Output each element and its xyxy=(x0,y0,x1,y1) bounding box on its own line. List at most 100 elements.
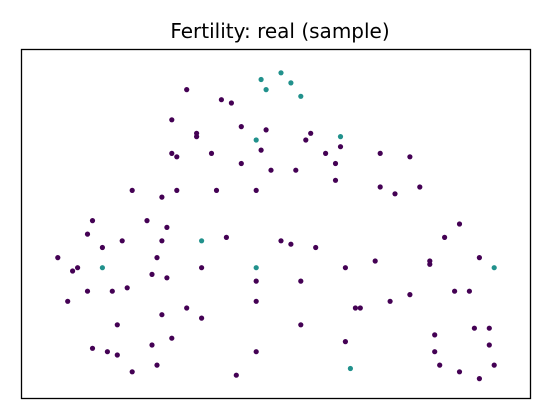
scatter-point-class-0 xyxy=(342,339,348,345)
scatter-point-class-0 xyxy=(263,127,269,133)
scatter-point-class-0 xyxy=(75,265,81,271)
scatter-point-class-0 xyxy=(342,265,348,271)
scatter-point-class-0 xyxy=(218,97,224,103)
scatter-point-class-0 xyxy=(456,369,463,375)
scatter-point-class-0 xyxy=(199,315,205,321)
scatter-point-class-0 xyxy=(303,137,309,143)
scatter-point-class-0 xyxy=(332,177,339,183)
scatter-point-class-0 xyxy=(432,349,438,355)
scatter-point-class-0 xyxy=(159,238,165,244)
scatter-point-class-0 xyxy=(169,335,175,341)
scatter-point-class-0 xyxy=(323,150,329,156)
scatter-point-class-0 xyxy=(407,292,413,298)
scatter-point-class-0 xyxy=(471,325,477,331)
scatter-point-class-0 xyxy=(129,187,135,193)
scatter-point-class-0 xyxy=(466,288,472,294)
scatter-point-class-0 xyxy=(476,376,482,382)
scatter-point-class-0 xyxy=(119,238,125,244)
scatter-point-class-0 xyxy=(357,305,363,311)
scatter-point-class-0 xyxy=(253,349,259,355)
scatter-point-class-0 xyxy=(417,184,423,190)
scatter-point-class-0 xyxy=(144,218,150,224)
scatter-point-class-0 xyxy=(491,362,497,368)
scatter-point-class-0 xyxy=(70,268,76,274)
scatter-point-class-1 xyxy=(99,265,105,271)
scatter-point-class-0 xyxy=(298,322,304,328)
scatter-point-class-0 xyxy=(164,224,170,230)
scatter-point-class-0 xyxy=(154,362,160,368)
scatter-point-class-0 xyxy=(238,124,244,130)
scatter-point-class-0 xyxy=(377,150,383,156)
scatter-point-class-0 xyxy=(372,258,378,264)
scatter-point-class-0 xyxy=(184,305,190,311)
scatter-point-class-1 xyxy=(263,87,269,93)
scatter-point-class-0 xyxy=(174,154,180,160)
scatter-point-class-0 xyxy=(332,160,339,167)
scatter-point-class-0 xyxy=(258,147,264,153)
plot-frame xyxy=(20,48,532,400)
scatter-point-class-1 xyxy=(298,93,304,99)
scatter-point-class-0 xyxy=(337,144,344,150)
scatter-point-class-1 xyxy=(337,134,344,140)
scatter-point-class-0 xyxy=(89,218,96,224)
scatter-point-class-1 xyxy=(491,265,497,271)
scatter-point-class-0 xyxy=(308,130,314,136)
points-layer xyxy=(55,70,497,382)
scatter-point-class-0 xyxy=(437,362,443,368)
scatter-point-class-0 xyxy=(194,134,200,140)
scatter-point-class-0 xyxy=(114,322,120,328)
scatter-point-class-0 xyxy=(223,234,229,240)
scatter-point-class-0 xyxy=(208,150,215,156)
scatter-point-class-0 xyxy=(407,154,413,160)
scatter-point-class-0 xyxy=(253,298,259,304)
scatter-point-class-0 xyxy=(253,187,259,193)
scatter-point-class-0 xyxy=(486,325,492,331)
scatter-point-class-0 xyxy=(114,352,120,358)
scatter-point-class-0 xyxy=(288,241,294,247)
scatter-point-class-0 xyxy=(298,278,304,284)
scatter-point-class-0 xyxy=(84,231,91,237)
scatter-point-class-0 xyxy=(233,372,239,378)
scatter-point-class-0 xyxy=(109,288,115,294)
scatter-point-class-0 xyxy=(278,238,284,244)
scatter-point-class-0 xyxy=(169,150,175,156)
scatter-point-class-0 xyxy=(199,265,205,271)
scatter-point-class-1 xyxy=(199,238,205,244)
scatter-point-class-0 xyxy=(65,298,71,304)
scatter-point-class-0 xyxy=(392,191,398,197)
scatter-point-class-0 xyxy=(159,312,165,318)
scatter-point-class-0 xyxy=(253,278,259,284)
scatter-point-class-0 xyxy=(352,305,358,311)
scatter-point-class-0 xyxy=(84,288,91,294)
scatter-point-class-0 xyxy=(442,234,448,240)
scatter-point-class-1 xyxy=(288,80,294,86)
scatter-point-class-0 xyxy=(124,285,130,291)
scatter-point-class-1 xyxy=(347,365,353,372)
scatter-point-class-1 xyxy=(258,76,264,83)
scatter-point-class-0 xyxy=(293,167,299,173)
scatter-point-class-0 xyxy=(55,255,61,261)
scatter-point-class-0 xyxy=(456,221,463,227)
scatter-point-class-0 xyxy=(104,349,110,355)
scatter-point-class-0 xyxy=(432,332,438,338)
scatter-point-class-1 xyxy=(278,70,284,76)
scatter-point-class-0 xyxy=(159,194,165,200)
scatter-point-class-0 xyxy=(387,298,393,304)
scatter-point-class-0 xyxy=(169,117,175,123)
scatter-point-class-1 xyxy=(253,265,259,271)
scatter-point-class-0 xyxy=(184,87,190,93)
scatter-point-class-0 xyxy=(427,258,433,264)
scatter-point-class-0 xyxy=(164,275,170,281)
scatter-point-class-0 xyxy=(174,187,180,193)
scatter-point-class-0 xyxy=(149,271,155,277)
scatter-point-class-0 xyxy=(129,369,135,375)
scatter-point-class-0 xyxy=(149,342,155,348)
scatter-point-class-0 xyxy=(213,187,220,193)
scatter-point-class-0 xyxy=(268,167,274,173)
scatter-point-class-0 xyxy=(238,160,244,167)
scatter-point-class-0 xyxy=(486,342,492,348)
scatter-point-class-0 xyxy=(476,255,482,261)
scatter-point-class-1 xyxy=(253,137,259,143)
scatter-point-class-0 xyxy=(99,244,105,251)
scatter-point-class-0 xyxy=(154,255,160,261)
